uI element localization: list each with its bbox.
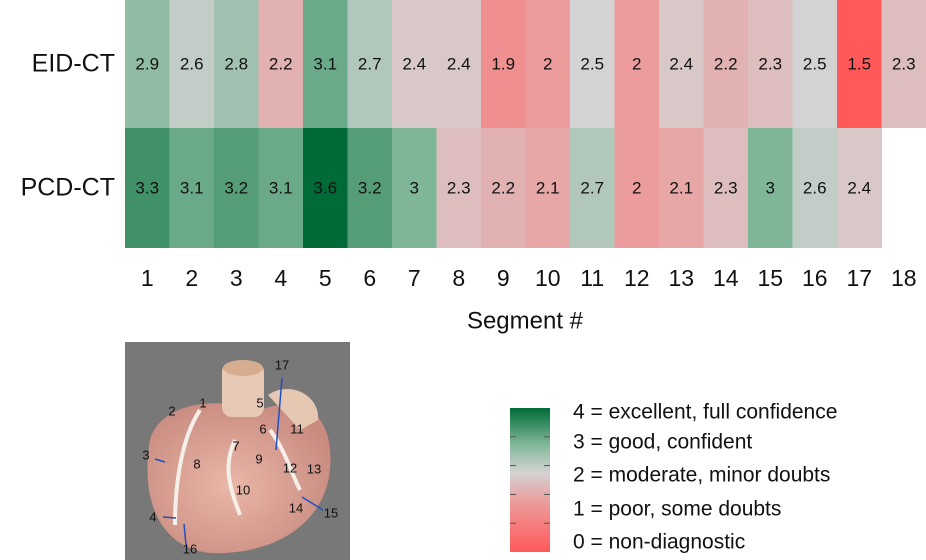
cell-label: 2.5 (803, 54, 827, 73)
image-label: 3 (142, 447, 149, 462)
x-tick-label: 8 (452, 265, 465, 291)
cell-label: 2.6 (803, 178, 827, 197)
cell-label: 2.1 (536, 178, 560, 197)
cell-label: 2.6 (180, 54, 204, 73)
image-label: 7 (232, 438, 239, 453)
image-label: 11 (290, 421, 304, 436)
x-tick-label: 17 (846, 265, 872, 291)
figure: Segment # EID-CT 2.9 2.6 2.8 2.2 3.1 2.7 2.4 2.4… (0, 0, 926, 560)
cell-label: 1.5 (847, 54, 871, 73)
x-tick-label: 10 (535, 265, 561, 291)
image-label: 17 (275, 357, 289, 372)
x-tick-label: 12 (624, 265, 650, 291)
image-label: 2 (168, 403, 175, 418)
x-tick-label: 18 (891, 265, 917, 291)
cell-label: 2.8 (224, 54, 248, 73)
image-label: 1 (199, 395, 206, 410)
cell-label: 3.2 (224, 178, 248, 197)
cell-label: 2 (543, 54, 552, 73)
cell-label: 2.1 (669, 178, 693, 197)
cell-label: 2.2 (269, 54, 293, 73)
cell-label: 2 (632, 178, 641, 197)
cell-label: 2.2 (491, 178, 515, 197)
x-tick-label: 1 (141, 265, 154, 291)
x-tick-label: 6 (363, 265, 376, 291)
cell-label: 2.5 (580, 54, 604, 73)
cell-label: 2.3 (447, 178, 471, 197)
x-tick-label: 13 (668, 265, 694, 291)
x-tick-label: 15 (757, 265, 783, 291)
cell-label: 2.7 (580, 178, 604, 197)
row-label: PCD-CT (21, 174, 115, 202)
cell-label: 2.3 (714, 178, 738, 197)
cell-label: 2.2 (714, 54, 738, 73)
cell-label: 2.9 (135, 54, 159, 73)
x-tick-label: 4 (274, 265, 287, 291)
image-label: 15 (324, 505, 338, 520)
image-label: 10 (236, 482, 250, 497)
colorbar (510, 408, 550, 552)
cell-label: 2.3 (758, 54, 782, 73)
x-tick-label: 16 (802, 265, 828, 291)
cell-label: 2.4 (847, 178, 871, 197)
image-label: 9 (255, 451, 262, 466)
x-tick-label: 2 (185, 265, 198, 291)
x-tick-label: 3 (230, 265, 243, 291)
cell-label: 1.9 (491, 54, 515, 73)
cell-label: 2.7 (358, 54, 382, 73)
x-tick-label: 7 (408, 265, 421, 291)
legend-label: 2 = moderate, minor doubts (573, 464, 830, 487)
legend-label: 4 = excellent, full confidence (573, 401, 837, 424)
heart-image (125, 342, 550, 560)
cell-label: 2.4 (402, 54, 426, 73)
x-tick-label: 14 (713, 265, 739, 291)
cell-label: 3.1 (180, 178, 204, 197)
cell-label: 2.4 (669, 54, 693, 73)
image-label: 4 (149, 509, 156, 524)
x-axis-label: Segment # (467, 307, 584, 334)
pointer-arrow (163, 517, 176, 518)
x-tick-label: 11 (580, 265, 604, 291)
cell-label: 3 (766, 178, 775, 197)
image-label: 5 (256, 395, 263, 410)
cell-label: 2 (632, 54, 641, 73)
legend-label: 3 = good, confident (573, 431, 752, 454)
cell-label: 3.6 (313, 178, 337, 197)
cell-label: 3.2 (358, 178, 382, 197)
image-label: 14 (289, 500, 303, 515)
row-label: EID-CT (32, 50, 115, 78)
legend-label: 0 = non-diagnostic (573, 531, 745, 554)
cell-label: 3.3 (135, 178, 159, 197)
legend-label: 1 = poor, some doubts (573, 498, 781, 521)
cell-label: 3 (410, 178, 419, 197)
image-label: 13 (307, 461, 321, 476)
image-label: 12 (283, 460, 297, 475)
image-label: 6 (259, 421, 266, 436)
x-tick-label: 9 (497, 265, 510, 291)
image-label: 16 (183, 541, 197, 556)
cell-label: 2.3 (892, 54, 916, 73)
x-tick-label: 5 (319, 265, 332, 291)
image-label: 8 (193, 456, 200, 471)
cell-label: 2.4 (447, 54, 471, 73)
cell-label: 3.1 (269, 178, 293, 197)
cell-label: 3.1 (313, 54, 337, 73)
